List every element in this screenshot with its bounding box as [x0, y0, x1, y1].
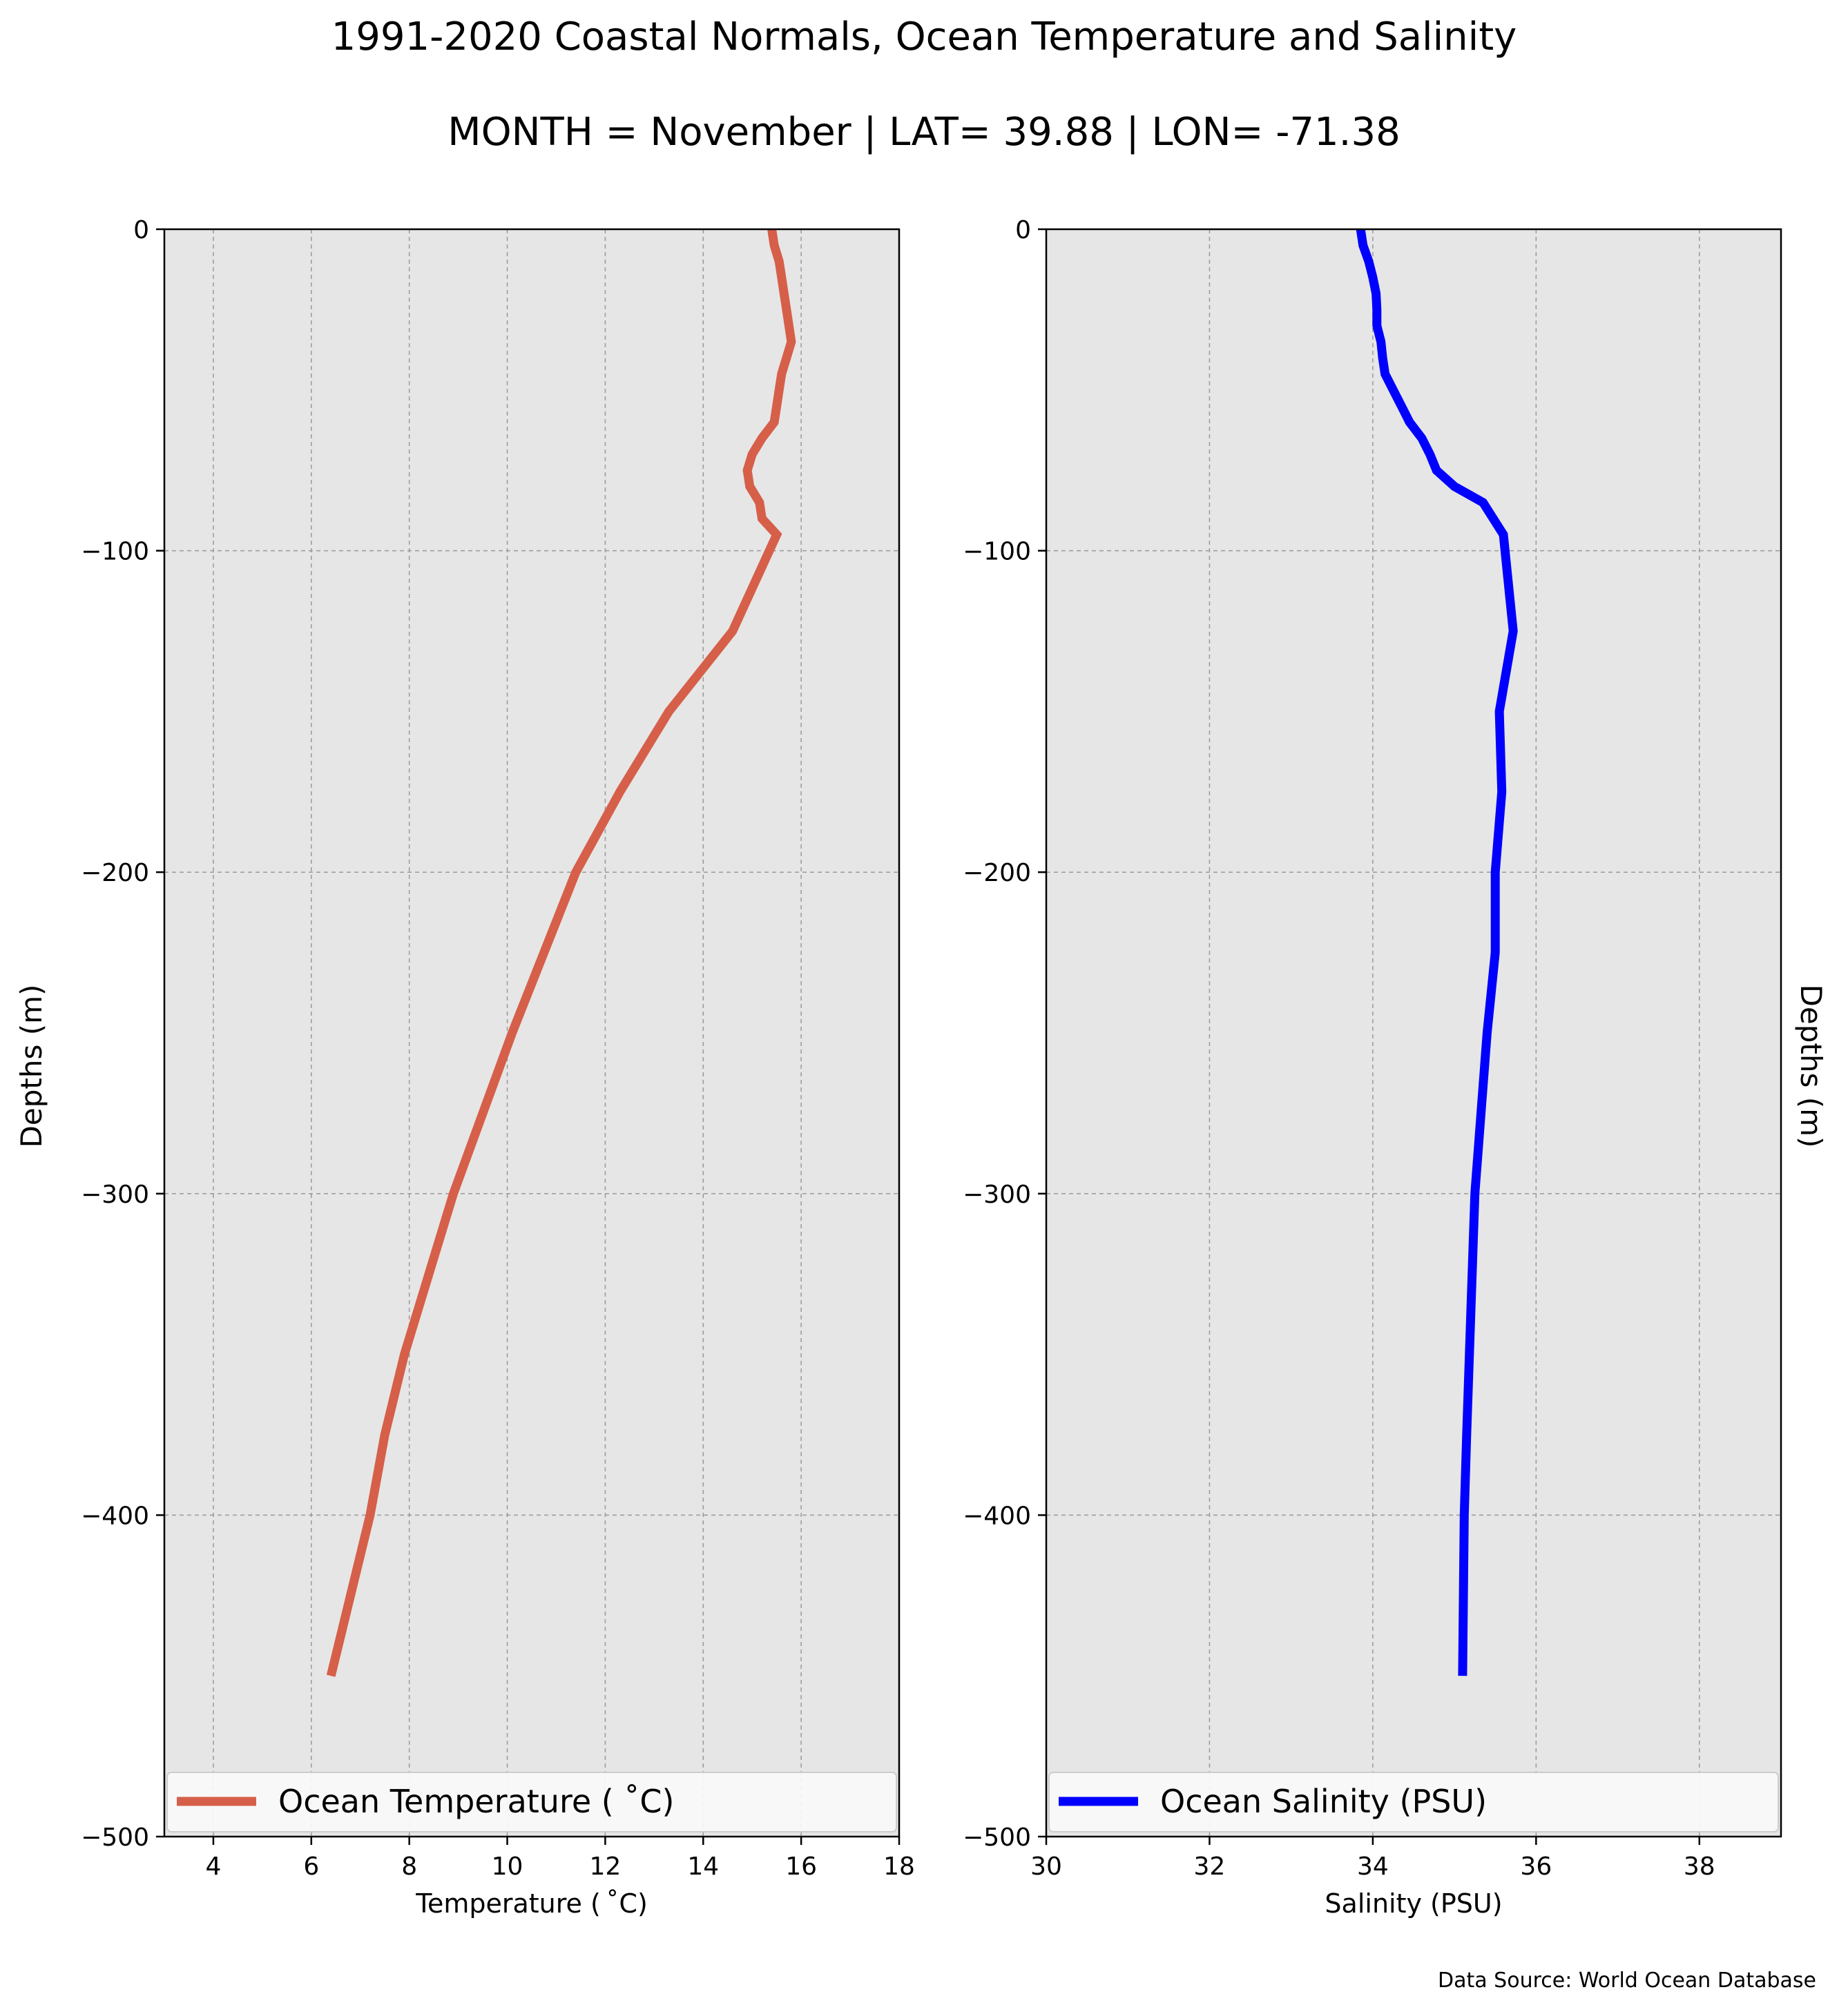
- temperature-x-tick-label: 12: [589, 1852, 621, 1881]
- salinity-plot-area: [1046, 229, 1781, 1837]
- salinity-series-line: [1356, 229, 1518, 1676]
- salinity-x-tick-label: 38: [1684, 1852, 1715, 1881]
- temperature-y-tick-label: −400: [81, 1502, 149, 1530]
- temperature-x-tick-label: 16: [785, 1852, 817, 1881]
- temperature-x-axis-label: Temperature ( ˚C): [415, 1888, 648, 1919]
- temperature-x-tick-label: 18: [883, 1852, 915, 1881]
- temperature-y-tick-label: −500: [81, 1823, 149, 1852]
- temperature-legend-box: [166, 1772, 897, 1832]
- temperature-y-axis-label: Depths (m): [15, 985, 48, 1148]
- temperature-x-tick-label: 14: [687, 1852, 719, 1881]
- salinity-axes-frame: [1045, 228, 1782, 1838]
- salinity-x-axis-label: Salinity (PSU): [1325, 1888, 1502, 1919]
- salinity-y-axis-label: Depths (m): [1794, 985, 1828, 1148]
- salinity-x-tick-label: 30: [1030, 1852, 1062, 1881]
- temperature-series-line: [326, 229, 796, 1677]
- temperature-y-tick-label: 0: [133, 216, 149, 244]
- salinity-x-tick-label: 34: [1357, 1852, 1389, 1881]
- temperature-legend: Ocean Temperature ( ˚C): [166, 1772, 897, 1832]
- temperature-y-tick-label: −300: [81, 1181, 149, 1209]
- salinity-x-tick-label: 36: [1520, 1852, 1552, 1881]
- temperature-plot-area: [164, 229, 899, 1837]
- salinity-y-tick-label: −400: [963, 1502, 1031, 1530]
- salinity-x-tick-label: 32: [1194, 1852, 1226, 1881]
- temperature-y-tick-label: −200: [81, 859, 149, 887]
- salinity-y-tick-label: −100: [963, 538, 1031, 566]
- chart-subtitle: MONTH = November | LAT= 39.88 | LON= -71…: [447, 110, 1401, 155]
- temperature-x-tick-label: 4: [205, 1852, 221, 1881]
- data-source-note: Data Source: World Ocean Database: [1438, 1968, 1816, 1993]
- temperature-legend-label: Ocean Temperature ( ˚C): [278, 1783, 674, 1820]
- salinity-legend-box: [1048, 1772, 1779, 1832]
- chart-title: 1991-2020 Coastal Normals, Ocean Tempera…: [331, 14, 1517, 59]
- salinity-y-tick-label: −300: [963, 1181, 1031, 1209]
- temperature-y-tick-label: −100: [81, 538, 149, 566]
- temperature-panel: Ocean Temperature ( ˚C) 4 6 8 10 12 14 16 18 0 −10…: [81, 216, 915, 1919]
- salinity-y-tick-label: 0: [1015, 216, 1031, 244]
- salinity-legend-label: Ocean Salinity (PSU): [1160, 1783, 1487, 1820]
- salinity-panel: Ocean Salinity (PSU) 30 32 34 36 38 0 −100 −200 −…: [963, 216, 1782, 1919]
- salinity-y-tick-label: −500: [963, 1823, 1031, 1852]
- temperature-x-tick-label: 6: [303, 1852, 319, 1881]
- temperature-x-tick-label: 8: [401, 1852, 417, 1881]
- salinity-legend: Ocean Salinity (PSU): [1048, 1772, 1779, 1832]
- temperature-x-tick-label: 10: [492, 1852, 523, 1881]
- temperature-axes-frame: [163, 228, 901, 1838]
- salinity-y-tick-label: −200: [963, 859, 1031, 887]
